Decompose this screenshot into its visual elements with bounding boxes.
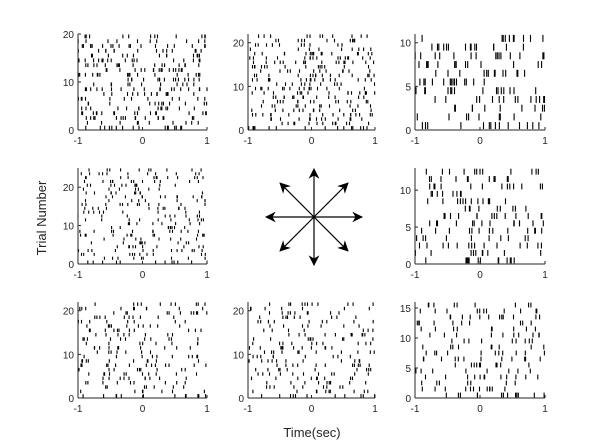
y-tick-label: 20 — [63, 183, 75, 194]
y-tick-label: 0 — [238, 394, 244, 405]
y-axis-label: Trial Number — [34, 180, 49, 255]
spike-group — [414, 168, 544, 264]
y-tick-label: 0 — [68, 126, 74, 137]
y-tick-label: 0 — [405, 260, 411, 271]
x-tick-label: 0 — [140, 136, 146, 147]
y-tick-label: 5 — [405, 364, 411, 375]
x-tick-label: 1 — [372, 136, 378, 147]
x-tick-label: -1 — [74, 404, 83, 415]
x-tick-label: 0 — [140, 270, 146, 281]
arrow-down-right — [313, 216, 349, 252]
arrow-up-right — [313, 182, 349, 218]
spike-group — [415, 302, 545, 398]
spike-group — [248, 302, 376, 398]
x-tick-label: -1 — [411, 404, 420, 415]
x-tick-label: 0 — [477, 404, 483, 415]
y-tick-label: 10 — [63, 222, 75, 233]
spike-group — [248, 34, 376, 130]
y-tick-label: 0 — [405, 126, 411, 137]
y-tick-label: 10 — [400, 334, 412, 345]
x-tick-label: -1 — [74, 270, 83, 281]
x-axis-label: Time(sec) — [283, 425, 340, 440]
x-tick-label: 0 — [140, 404, 146, 415]
y-tick-label: 5 — [405, 223, 411, 234]
y-tick-label: 20 — [63, 307, 75, 318]
x-tick-label: 1 — [204, 404, 210, 415]
arrow-down-left — [279, 216, 315, 252]
x-tick-label: 0 — [477, 136, 483, 147]
y-tick-label: 10 — [233, 82, 245, 93]
y-tick-label: 0 — [405, 394, 411, 405]
x-tick-label: 0 — [477, 270, 483, 281]
y-tick-label: 10 — [233, 350, 245, 361]
y-tick-label: 15 — [400, 304, 412, 315]
x-tick-label: 1 — [372, 404, 378, 415]
x-tick-label: -1 — [411, 136, 420, 147]
x-tick-label: 1 — [204, 136, 210, 147]
arrow-up-left — [279, 182, 315, 218]
x-tick-label: 0 — [309, 136, 315, 147]
y-tick-label: 10 — [63, 350, 75, 361]
y-tick-label: 5 — [405, 82, 411, 93]
x-tick-label: 1 — [542, 270, 548, 281]
y-tick-label: 20 — [233, 307, 245, 318]
spike-group — [77, 302, 208, 398]
spike-group — [77, 34, 208, 130]
y-tick-label: 20 — [233, 39, 245, 50]
y-tick-label: 20 — [63, 30, 75, 41]
x-tick-label: 1 — [204, 270, 210, 281]
y-tick-label: 10 — [400, 39, 412, 50]
spike-group — [414, 34, 546, 130]
x-tick-label: 0 — [309, 404, 315, 415]
y-tick-label: 10 — [63, 78, 75, 89]
x-tick-label: -1 — [244, 404, 253, 415]
y-tick-label: 0 — [68, 394, 74, 405]
direction-diagram — [264, 167, 364, 267]
x-tick-label: 1 — [542, 404, 548, 415]
x-tick-label: 1 — [542, 136, 548, 147]
y-tick-label: 0 — [68, 260, 74, 271]
y-tick-label: 0 — [238, 126, 244, 137]
x-tick-label: -1 — [411, 270, 420, 281]
y-tick-label: 10 — [400, 186, 412, 197]
x-tick-label: -1 — [244, 136, 253, 147]
spike-group — [77, 168, 208, 264]
x-tick-label: -1 — [74, 136, 83, 147]
